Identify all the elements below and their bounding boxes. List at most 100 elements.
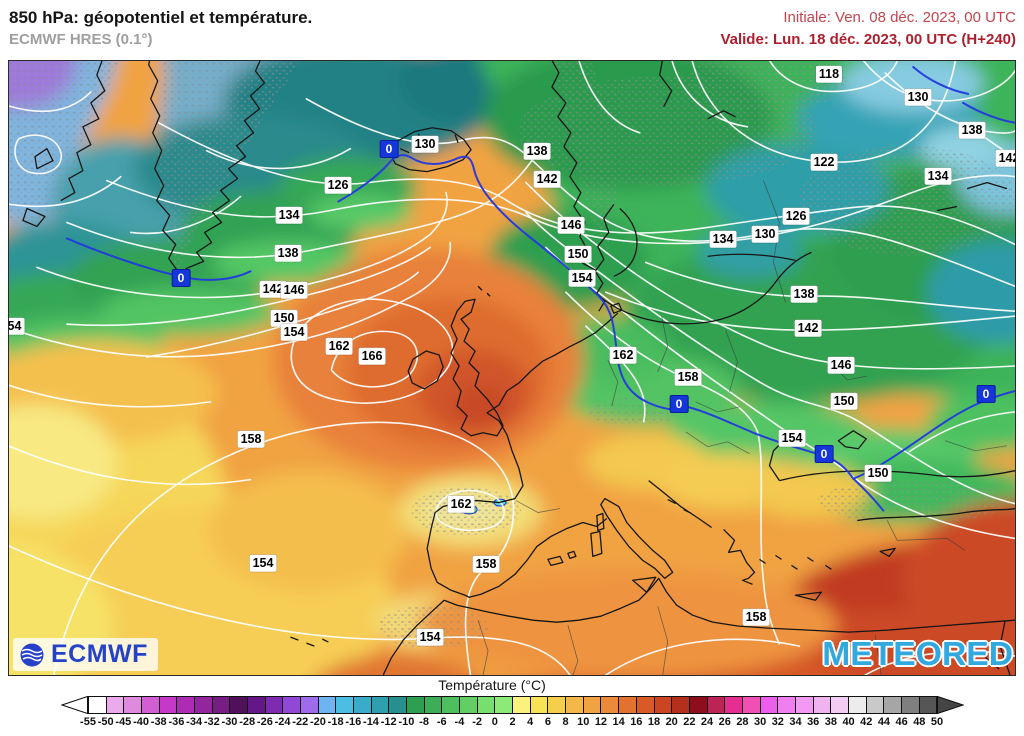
contour-label: 146: [827, 356, 855, 374]
contour-label: 130: [411, 135, 439, 153]
colorbar-tick-label: -40: [133, 716, 150, 728]
colorbar-cell: [318, 697, 337, 713]
colorbar-left-arrow: [61, 696, 88, 714]
colorbar-cell: [106, 697, 125, 713]
colorbar-tick-label: 24: [700, 716, 714, 728]
colorbar-cell: [407, 697, 425, 713]
colorbar-cell: [283, 697, 302, 713]
colorbar-cell: [548, 697, 567, 713]
colorbar-cell: [212, 697, 231, 713]
colorbar-cell: [336, 697, 355, 713]
contour-label: 150: [830, 392, 858, 410]
colorbar-cell: [301, 697, 319, 713]
contour-label: 158: [472, 555, 500, 573]
colorbar-cell: [654, 697, 673, 713]
colorbar-cell: [707, 697, 726, 713]
colorbar-title: Température (°C): [438, 677, 546, 693]
colorbar-tick-label: 28: [736, 716, 749, 728]
contour-label: 150: [864, 464, 892, 482]
model-subtitle: ECMWF HRES (0.1°): [9, 31, 153, 48]
colorbar-tick-label: -16: [345, 716, 362, 728]
colorbar-tick-label: 8: [562, 716, 569, 728]
contour-label: 162: [447, 495, 475, 513]
zero-isotherm-label: 0: [171, 269, 191, 287]
colorbar-tick-label: -38: [150, 716, 167, 728]
contour-label: 154: [568, 269, 596, 287]
colorbar-cell: [230, 697, 249, 713]
colorbar-tick-label: -18: [327, 716, 344, 728]
colorbar-tick-label: -50: [97, 716, 114, 728]
contour-label: 154: [9, 317, 25, 335]
weather-map-svg: [9, 61, 1015, 675]
colorbar-cell: [495, 697, 514, 713]
contour-label: 166: [358, 347, 386, 365]
geopotential-contours: [9, 61, 1015, 675]
colorbar-tick-label: 12: [594, 716, 608, 728]
contour-label: 154: [280, 323, 308, 341]
page-title: 850 hPa: géopotentiel et température.: [9, 8, 313, 27]
colorbar-tick-label: -4: [454, 716, 465, 728]
colorbar-cell: [159, 697, 178, 713]
colorbar-cell: [530, 697, 549, 713]
colorbar-cell: [513, 697, 531, 713]
colorbar-tick-label: 40: [842, 716, 855, 728]
colorbar-tick-label: 48: [913, 716, 926, 728]
colorbar-tick-label: -12: [380, 716, 397, 728]
contour-label: 138: [274, 244, 302, 262]
contour-label: 142: [259, 280, 287, 298]
colorbar-tick-label: -24: [274, 716, 291, 728]
colorbar-ticks: -55 -50 -45 -40 -38 -36 -34 -32 -30 -28 -26 -24 -22-…: [80, 716, 943, 730]
contour-label: 138: [523, 142, 551, 160]
meteored-logo: METEORED: [822, 635, 1013, 672]
colorbar: [88, 696, 937, 714]
contour-label: 150: [270, 309, 298, 327]
colorbar-tick-label: 46: [895, 716, 908, 728]
colorbar-cell: [89, 697, 107, 713]
terrain-speckles: [9, 61, 1015, 650]
colorbar-cell: [884, 697, 902, 713]
contour-label: 134: [709, 230, 737, 248]
contour-label: 126: [782, 207, 810, 225]
colorbar-tick-label: -32: [203, 716, 220, 728]
contour-label: 154: [249, 554, 277, 572]
colorbar-cell: [177, 697, 196, 713]
colorbar-cell: [742, 697, 761, 713]
colorbar-tick-label: -34: [186, 716, 203, 728]
colorbar-tick-label: 50: [930, 716, 944, 728]
colorbar-tick-label: 2: [509, 716, 516, 728]
contour-label: 126: [324, 176, 352, 194]
contour-label: 130: [751, 225, 779, 243]
contour-label: 142: [995, 149, 1015, 167]
contour-label: 134: [275, 206, 303, 224]
colorbar-cell: [142, 697, 160, 713]
colorbar-cell: [583, 697, 602, 713]
colorbar-tick-label: 38: [824, 716, 837, 728]
colorbar-tick-label: -6: [436, 716, 447, 728]
colorbar-cell: [725, 697, 743, 713]
colorbar-tick-label: 14: [612, 716, 625, 728]
colorbar-cell: [619, 697, 637, 713]
colorbar-cell: [760, 697, 779, 713]
zero-isotherm-label: 0: [379, 140, 399, 158]
ecmwf-logo-icon: [20, 643, 44, 666]
colorbar-cell: [477, 697, 496, 713]
colorbar-tick-label: 4: [527, 716, 534, 728]
contour-label: 118: [815, 65, 843, 83]
colorbar-cell: [672, 697, 690, 713]
zero-isotherm-label: 0: [976, 385, 996, 403]
contour-label: 158: [674, 368, 702, 386]
colorbar-tick-label: -45: [115, 716, 132, 728]
colorbar-tick-label: -2: [472, 716, 483, 728]
colorbar-cell: [901, 697, 920, 713]
contour-label: 162: [325, 337, 353, 355]
contour-label: 138: [790, 285, 818, 303]
colorbar-cell: [124, 697, 143, 713]
contour-label: 138: [958, 121, 986, 139]
colorbar-tick-label: -14: [363, 716, 379, 728]
colorbar-cell: [919, 697, 937, 713]
colorbar-tick-label: -55: [80, 716, 96, 728]
colorbar-tick-label: 42: [860, 716, 873, 728]
contour-label: 142: [533, 170, 561, 188]
colorbar-tick-label: 36: [807, 716, 820, 728]
